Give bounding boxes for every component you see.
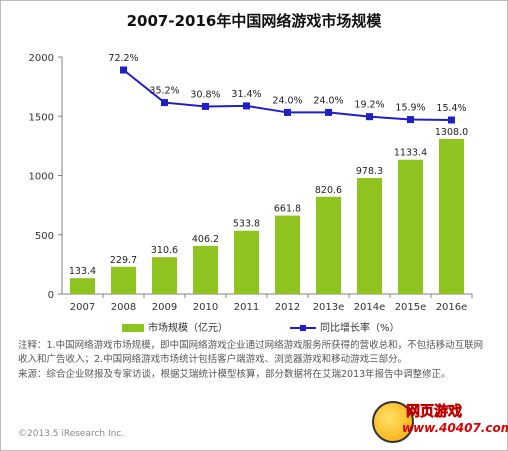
bar-value-label: 1133.4 — [394, 148, 427, 159]
bar — [70, 278, 95, 294]
bar-value-label: 661.8 — [274, 204, 301, 215]
x-tick-label: 2014e — [354, 302, 386, 313]
watermark-logo: 网页游戏 www.40407.com — [372, 395, 508, 447]
bar-value-label: 820.6 — [315, 185, 342, 196]
growth-rate-point — [243, 102, 250, 110]
x-tick-label: 2011 — [234, 302, 259, 313]
bar-value-label: 133.4 — [69, 266, 96, 277]
mascot-icon — [372, 401, 414, 443]
growth-rate-label: 35.2% — [149, 86, 179, 97]
growth-rate-label: 15.9% — [395, 103, 425, 114]
x-tick-label: 2007 — [70, 302, 95, 313]
bar — [234, 230, 259, 294]
growth-rate-point — [202, 102, 209, 110]
growth-rate-point — [325, 108, 332, 116]
x-tick-label: 2009 — [152, 302, 177, 313]
bar-value-label: 406.2 — [192, 234, 219, 245]
bar-value-label: 1308.0 — [435, 127, 468, 138]
y-tick-label: 1000 — [29, 172, 54, 183]
bar — [152, 257, 177, 294]
growth-rate-label: 19.2% — [354, 100, 384, 111]
growth-rate-point — [120, 66, 127, 74]
y-tick-label: 1500 — [29, 112, 54, 123]
bar — [111, 266, 136, 294]
legend-label-growth-rate: 同比增长率（%） — [320, 323, 400, 334]
x-tick-label: 2008 — [111, 302, 136, 313]
bar-value-label: 310.6 — [151, 245, 178, 256]
growth-rate-label: 30.8% — [190, 89, 220, 100]
chart-notes: 注释：1.中国网络游戏市场规模，即中国网络游戏企业通过网络游戏服务所获得的营收总… — [18, 339, 488, 383]
growth-rate-label: 24.0% — [272, 95, 302, 106]
y-tick-label: 0 — [48, 290, 54, 301]
growth-rate-point — [448, 116, 455, 124]
bar — [193, 245, 218, 294]
legend-item-growth-rate: 同比增长率（%） — [290, 319, 400, 334]
bar-value-label: 978.3 — [356, 166, 383, 177]
source-text: 来源：综合企业财报及专家访谈，根据艾瑞统计模型核算，部分数据将在艾瑞2013年报… — [18, 369, 451, 380]
bar — [439, 139, 464, 294]
bar — [398, 159, 423, 294]
x-tick-label: 2012 — [275, 302, 300, 313]
x-tick-label: 2015e — [395, 302, 427, 313]
growth-rate-point — [366, 113, 373, 121]
growth-rate-point — [407, 116, 414, 124]
bar-value-label: 229.7 — [110, 255, 137, 266]
bar — [357, 178, 382, 294]
copyright-text: ©2013.5 iResearch Inc. — [18, 429, 125, 439]
x-tick-label: 2016e — [436, 302, 468, 313]
y-tick-label: 2000 — [29, 53, 54, 64]
x-tick-label: 2013e — [313, 302, 345, 313]
legend-label-market-size: 市场规模（亿元） — [148, 323, 228, 334]
legend-item-market-size: 市场规模（亿元） — [122, 319, 228, 334]
growth-rate-label: 31.4% — [231, 89, 261, 100]
x-tick-label: 2010 — [193, 302, 218, 313]
chart-title: 2007-2016年中国网络游戏市场规模 — [126, 12, 382, 30]
bar — [316, 196, 341, 294]
bar-value-label: 533.8 — [233, 219, 260, 230]
watermark-site: www.40407.com — [402, 421, 508, 435]
growth-rate-label: 15.4% — [436, 103, 466, 114]
legend-bar-swatch — [122, 324, 144, 332]
bar — [275, 215, 300, 294]
legend-line-swatch — [290, 324, 316, 332]
growth-rate-label: 72.2% — [108, 53, 138, 64]
growth-rate-point — [161, 99, 168, 107]
watermark-brand: 网页游戏 — [406, 404, 463, 421]
growth-rate-point — [284, 108, 291, 116]
growth-rate-label: 24.0% — [313, 95, 343, 106]
y-tick-label: 500 — [35, 231, 54, 242]
note-text: 注释：1.中国网络游戏市场规模，即中国网络游戏企业通过网络游戏服务所获得的营收总… — [18, 340, 484, 365]
